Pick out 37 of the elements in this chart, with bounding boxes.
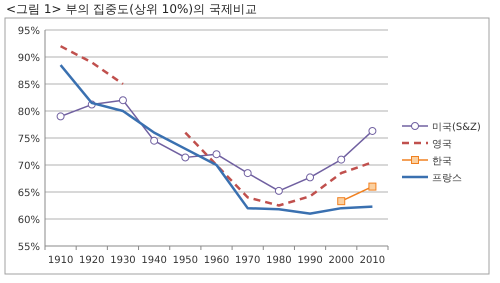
- y-tick-label: 80%: [18, 107, 40, 118]
- x-tick-label: 1960: [204, 255, 230, 266]
- legend-label: 미국(S&Z): [432, 122, 481, 133]
- x-tick-label: 1990: [297, 255, 323, 266]
- point: [118, 96, 127, 104]
- legend-label: 영국: [432, 139, 452, 150]
- point: [274, 186, 283, 195]
- point: [306, 173, 314, 182]
- point: [181, 153, 190, 162]
- point: [368, 126, 376, 135]
- x-tick-label: 2010: [360, 255, 386, 266]
- y-tick-label: 65%: [18, 188, 40, 199]
- x-tick-label: 1970: [234, 255, 260, 266]
- x-tick-label: 1940: [141, 255, 167, 266]
- x-tick-label: 1910: [48, 255, 74, 266]
- point: [244, 169, 252, 178]
- point: [337, 197, 346, 206]
- x-tick-label: 1980: [266, 255, 292, 266]
- y-tick-label: 60%: [18, 215, 40, 226]
- y-tick-label: 90%: [18, 53, 40, 64]
- y-tick-label: 95%: [18, 26, 40, 37]
- x-tick-label: 1930: [110, 255, 136, 266]
- y-tick-label: 85%: [18, 80, 40, 91]
- point: [368, 182, 376, 191]
- y-tick-label: 55%: [18, 242, 40, 253]
- point: [337, 156, 346, 164]
- legend-label: 한국: [432, 156, 452, 167]
- point: [56, 112, 65, 120]
- point: [212, 150, 220, 158]
- y-tick-label: 75%: [18, 134, 40, 145]
- y-tick-label: 70%: [18, 161, 40, 172]
- x-tick-label: 1950: [172, 255, 198, 266]
- x-tick-label: 2000: [328, 255, 354, 266]
- legend-label: 프랑스: [432, 173, 462, 184]
- x-tick-label: 1920: [79, 255, 104, 266]
- chart-title: <그림 1> 부의 집중도(상위 10%)의 국제비교: [6, 2, 257, 16]
- point: [150, 136, 158, 145]
